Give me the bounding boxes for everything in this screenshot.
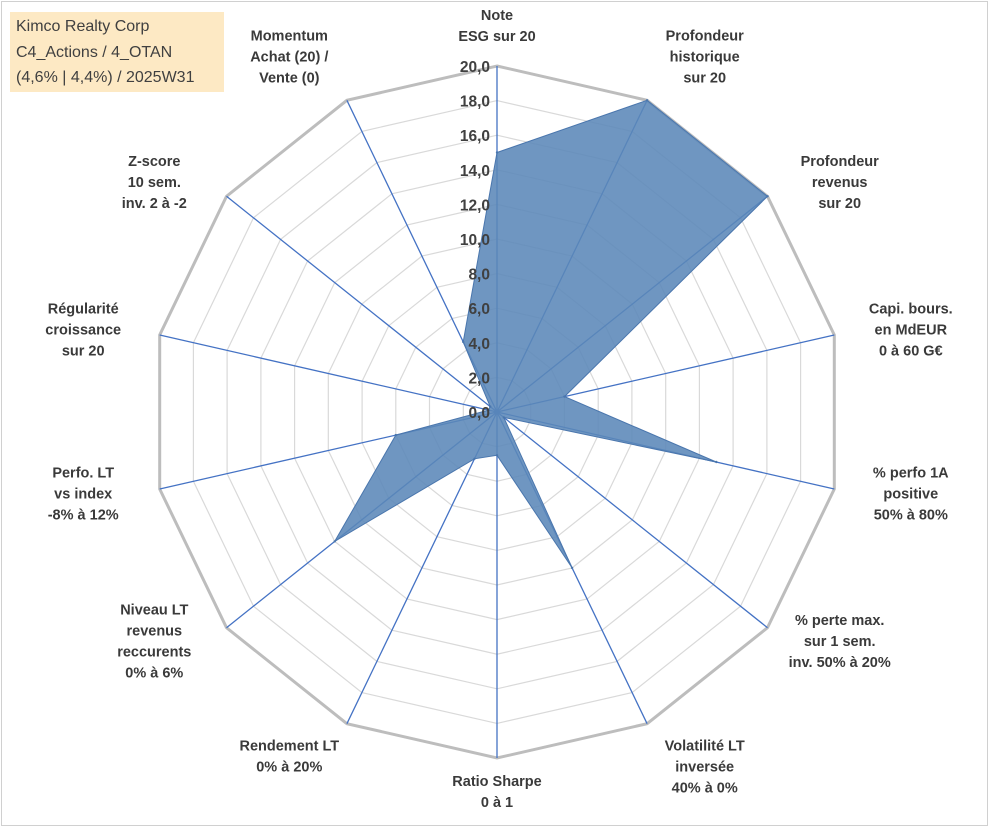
radar-axis-label-line: Volatilité LT [665, 739, 745, 755]
radar-point [570, 566, 574, 570]
info-weights: (4,6% | 4,4%) / 2025W31 [16, 69, 195, 86]
radar-axis-label-line: sur 1 sem. [804, 634, 876, 650]
radar-point [563, 395, 566, 398]
radar-axis-label-line: 0 à 1 [481, 795, 513, 811]
radar-axis-label-line: Capi. bours. [869, 302, 953, 318]
radar-axis-label-line: % perfo 1A [873, 465, 949, 481]
radar-axis-label: Momentum Achat (20) / Vente (0) [250, 28, 328, 86]
radar-spoke [159, 334, 498, 413]
radar-axis-label-line: positive [883, 486, 938, 502]
radar-axis-label-line: 0% à 20% [256, 760, 322, 776]
radar-axis-label-line: 40% à 0% [672, 781, 738, 797]
radar-axis-label-line: historique [670, 49, 740, 65]
radar-point [495, 151, 499, 154]
radar-axis-label: % perfo 1A positive 50% à 80% [873, 465, 949, 523]
radar-axis-label-line: Ratio Sharpe [452, 774, 541, 790]
radar-axis-label-line: Rendement LT [239, 739, 339, 755]
radar-axis-label-line: 50% à 80% [874, 507, 948, 523]
radar-axis-label-line: 0 à 60 G€ [879, 344, 943, 360]
radar-tick-label: 6,0 [468, 301, 490, 318]
radar-axis-label-line: 10 sem. [128, 175, 181, 191]
radar-axis-label: Profondeur historique sur 20 [666, 28, 744, 86]
radar-axis-label-line: sur 20 [818, 196, 861, 212]
radar-axis-label-line: sur 20 [683, 70, 726, 86]
radar-axis-label-line: Note [481, 8, 513, 24]
radar-axis-label-line: en MdEUR [875, 323, 948, 339]
radar-axis-label-line: Vente (0) [259, 70, 320, 86]
radar-tick-label: 0,0 [468, 405, 490, 422]
info-box: Kimco Realty Corp C4_Actions / 4_OTAN (4… [10, 12, 224, 92]
radar-axis-label: % perte max. sur 1 sem. inv. 50% à 20% [789, 613, 891, 671]
radar-tick-label: 16,0 [460, 128, 490, 145]
radar-tick-label: 18,0 [460, 94, 490, 111]
radar-axis-label: Ratio Sharpe 0 à 1 [452, 774, 541, 811]
radar-axis-label-line: Achat (20) / [250, 49, 328, 65]
radar-axis-label-line: Profondeur [666, 28, 744, 44]
radar-axis-label: Perfo. LT vs index -8% à 12% [48, 465, 119, 523]
radar-point [766, 195, 769, 198]
radar-point [462, 340, 465, 344]
info-category: C4_Actions / 4_OTAN [16, 43, 173, 61]
radar-tick-label: 12,0 [460, 197, 490, 214]
radar-spoke [226, 195, 498, 413]
radar-axis-label: Volatilité LT inversée 40% à 0% [665, 739, 745, 797]
radar-axis-label-line: Momentum [251, 28, 328, 44]
radar-point [495, 454, 499, 457]
radar-tick-label: 10,0 [460, 232, 490, 249]
radar-axis-label-line: Profondeur [801, 154, 879, 170]
radar-point [394, 433, 397, 437]
radar-tick-label: 20,0 [460, 59, 490, 76]
radar-tick-label: 8,0 [468, 267, 490, 284]
radar-axis-label-line: croissance [45, 323, 121, 339]
radar-axis-label: Note ESG sur 20 [458, 8, 535, 45]
radar-axis-label: Rendement LT 0% à 20% [239, 739, 339, 776]
radar-point [645, 99, 649, 102]
radar-axis-label-line: Perfo. LT [52, 465, 114, 481]
radar-axis-label-line: sur 20 [62, 344, 105, 360]
radar-point [489, 405, 492, 408]
radar-axis-label-line: ESG sur 20 [458, 29, 535, 45]
radar-point [487, 408, 490, 412]
radar-axis-label-line: revenus [812, 175, 868, 191]
radar-point [715, 460, 718, 464]
radar-axis-label-line: Niveau LT [120, 602, 188, 618]
radar-axis-label-line: revenus [126, 623, 182, 639]
radar-tick-label: 4,0 [468, 336, 490, 353]
radar-spoke [496, 411, 768, 629]
radar-axis-label: Z-score 10 sem. inv. 2 à -2 [122, 154, 187, 212]
radar-axis-label-line: -8% à 12% [48, 507, 119, 523]
radar-axis-label-line: inv. 2 à -2 [122, 196, 187, 212]
radar-axis-label-line: 0% à 6% [125, 665, 183, 681]
radar-axis-label: Capi. bours. en MdEUR 0 à 60 G€ [869, 302, 953, 360]
radar-axis-label-line: inv. 50% à 20% [789, 655, 891, 671]
radar-point [333, 540, 336, 543]
radar-axis-label-line: Z-score [128, 154, 180, 170]
radar-axis-label: Régularité croissance sur 20 [45, 302, 121, 360]
info-company: Kimco Realty Corp [16, 18, 150, 35]
radar-axis-label-line: reccurents [117, 644, 191, 660]
radar-axis-label-line: inversée [675, 760, 734, 776]
radar-tick-label: 2,0 [468, 370, 490, 387]
radar-tick-label: 14,0 [460, 163, 490, 180]
radar-axis-label: Profondeur revenus sur 20 [801, 154, 879, 212]
radar-axis-label-line: Régularité [48, 302, 119, 318]
radar-spoke [346, 411, 498, 724]
radar-axis-label: Niveau LT revenus reccurents 0% à 6% [117, 602, 191, 681]
radar-point [473, 457, 476, 460]
radar-axis-label-line: % perte max. [795, 613, 884, 629]
radar-axis-label-line: vs index [54, 486, 112, 502]
radar-point [502, 416, 505, 419]
